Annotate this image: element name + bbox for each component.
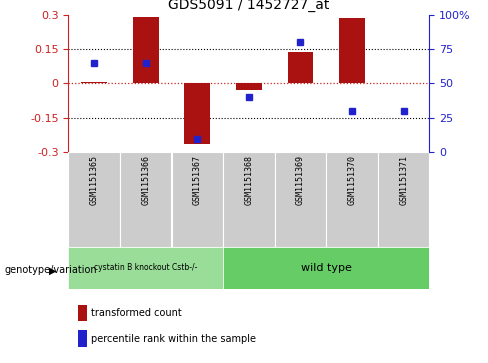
Text: cystatin B knockout Cstb-/-: cystatin B knockout Cstb-/- (94, 263, 197, 272)
Bar (120, 152, 171, 247)
Text: GSM1151369: GSM1151369 (296, 155, 305, 205)
Bar (326, 152, 378, 247)
Text: wild type: wild type (301, 263, 352, 273)
Bar (275, 152, 326, 247)
Title: GDS5091 / 1452727_at: GDS5091 / 1452727_at (168, 0, 329, 12)
Text: GSM1151367: GSM1151367 (193, 155, 202, 205)
Text: ▶: ▶ (49, 265, 57, 276)
Bar (133, 17, 159, 83)
Text: GSM1151371: GSM1151371 (399, 155, 408, 205)
Bar (81, 82, 107, 83)
Text: GSM1151370: GSM1151370 (347, 155, 357, 205)
Bar (68, 152, 120, 247)
Text: percentile rank within the sample: percentile rank within the sample (91, 334, 256, 344)
Bar (184, 83, 210, 144)
Bar (172, 152, 223, 247)
Text: GSM1151368: GSM1151368 (244, 155, 253, 205)
Bar (339, 18, 365, 83)
Text: GSM1151365: GSM1151365 (90, 155, 99, 205)
Bar (378, 152, 429, 247)
Bar (68, 247, 223, 289)
Text: transformed count: transformed count (91, 308, 182, 318)
Text: GSM1151366: GSM1151366 (141, 155, 150, 205)
Bar (223, 152, 275, 247)
Bar (287, 53, 313, 83)
Text: genotype/variation: genotype/variation (5, 265, 98, 276)
Bar (236, 83, 262, 90)
Bar (223, 247, 429, 289)
